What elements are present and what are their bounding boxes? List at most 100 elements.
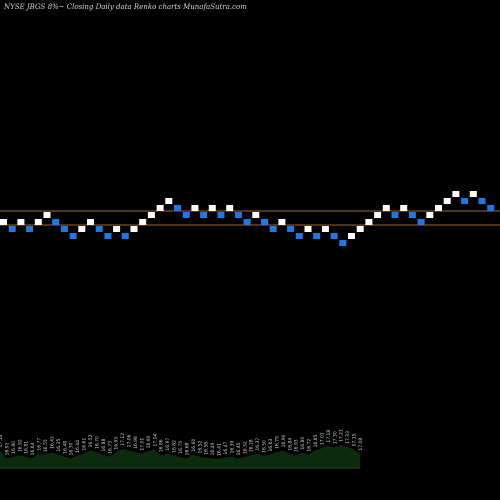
renko-brick-down [417, 219, 425, 225]
volume-label: 16.32 [242, 441, 248, 454]
volume-label: 16.77 [37, 438, 43, 451]
volume-label: 16.58 [204, 442, 210, 455]
renko-bricks [0, 191, 495, 246]
volume-label: 16.93 [294, 439, 300, 452]
volume-label: 16.48 [62, 441, 68, 454]
volume-label: 16.52 [88, 434, 94, 447]
renko-brick-up [400, 205, 408, 211]
volume-label: 17.15 [352, 433, 358, 446]
renko-brick-up [304, 226, 312, 232]
renko-brick-up [382, 205, 390, 211]
renko-brick-up [87, 219, 94, 225]
volume-label: 17.30 [332, 431, 338, 444]
renko-brick-down [339, 240, 347, 246]
renko-brick-down [52, 219, 60, 225]
renko-brick-up [252, 212, 260, 218]
volume-label: 16.80 [300, 437, 306, 450]
renko-brick-down [461, 198, 469, 204]
renko-brick-down [8, 226, 16, 232]
renko-brick-up [113, 226, 121, 232]
volume-area-path [0, 445, 360, 468]
renko-brick-up [165, 198, 173, 204]
volume-label: 16.41 [217, 443, 223, 456]
renko-brick-up [191, 205, 199, 211]
volume-label: 16.90 [146, 435, 152, 448]
renko-brick-down [330, 233, 338, 239]
renko-brick-up [443, 198, 451, 204]
renko-brick-down [95, 226, 103, 232]
renko-brick-down [313, 233, 321, 239]
volume-label: 16.95 [114, 437, 120, 450]
volume-label: 16.68 [184, 442, 190, 455]
volume-label: 16.50 [262, 440, 268, 453]
renko-brick-up [321, 226, 329, 232]
volume-label: 16.44 [75, 440, 81, 453]
volume-label: 16.86 [159, 439, 165, 452]
volume-label: 17.12 [120, 433, 126, 446]
renko-brick-down [200, 212, 208, 218]
volume-label: 17.21 [339, 429, 345, 442]
volume-label: 17.06 [127, 434, 133, 447]
renko-brick-up [374, 212, 382, 218]
volume-label: 16.98 [133, 436, 139, 449]
volume-label: 16.73 [107, 441, 113, 454]
volume-label: 17.18 [326, 430, 332, 443]
volume-label: 16.88 [101, 439, 107, 452]
renko-brick-down [104, 233, 112, 239]
volume-label: 16.72 [307, 439, 313, 452]
renko-brick-up [147, 212, 155, 218]
volume-label: 16.52 [197, 440, 203, 453]
volume-label: 16.75 [178, 441, 184, 454]
volume-label: 16.82 [172, 440, 178, 453]
volume-label: 16.28 [249, 439, 255, 452]
volume-label: 16.92 [17, 439, 23, 452]
renko-brick-up [78, 226, 86, 232]
volume-label: 17.04 [152, 433, 158, 446]
volume-label: 16.63 [268, 439, 274, 452]
renko-brick-up [43, 212, 51, 218]
volume-label: 16.45 [236, 442, 242, 455]
volume-label: 16.81 [24, 441, 30, 454]
renko-brick-up [139, 219, 147, 225]
renko-brick-down [121, 233, 129, 239]
volume-label: 16.55 [43, 439, 49, 452]
volume-label: 16.39 [229, 440, 235, 453]
renko-brick-down [269, 226, 277, 232]
volume-label: 17.08 [358, 438, 364, 451]
volume-label: 16.80 [11, 441, 17, 454]
volume-label: 16.30 [69, 442, 75, 455]
volume-label: 16.47 [223, 441, 229, 454]
renko-brick-down [26, 226, 34, 232]
renko-brick-up [34, 219, 42, 225]
renko-brick-down [69, 233, 77, 239]
volume-label: 16.49 [210, 442, 216, 455]
volume-label: 16.90 [281, 434, 287, 447]
renko-brick-down [217, 212, 225, 218]
renko-brick-down [408, 212, 416, 218]
renko-brick-up [452, 191, 460, 197]
renko-brick-down [295, 233, 303, 239]
volume-label: 16.91 [4, 442, 10, 455]
volume-label: 16.60 [191, 439, 197, 452]
renko-brick-down [182, 212, 190, 218]
volume-label: 16.97 [165, 438, 171, 451]
renko-brick-up [0, 219, 7, 225]
volume-label: 16.79 [274, 436, 280, 449]
renko-brick-down [60, 226, 68, 232]
renko-brick-up [426, 212, 434, 218]
renko-brick-down [487, 205, 495, 211]
chart-header: NYSE JBGS 8%~ Closing Daily data Renko c… [4, 3, 247, 11]
volume-label: 16.35 [56, 439, 62, 452]
volume-label: 17.01 [139, 438, 145, 451]
renko-brick-down [287, 226, 295, 232]
renko-brick-down [478, 198, 486, 204]
volume-area [0, 445, 360, 469]
renko-brick-up [208, 205, 216, 211]
renko-brick-down [391, 212, 399, 218]
renko-brick-down [234, 212, 242, 218]
volume-label: 16.64 [30, 442, 36, 455]
renko-brick-up [365, 219, 373, 225]
volume-label: 16.84 [287, 438, 293, 451]
volume-label: 16.61 [82, 438, 88, 451]
